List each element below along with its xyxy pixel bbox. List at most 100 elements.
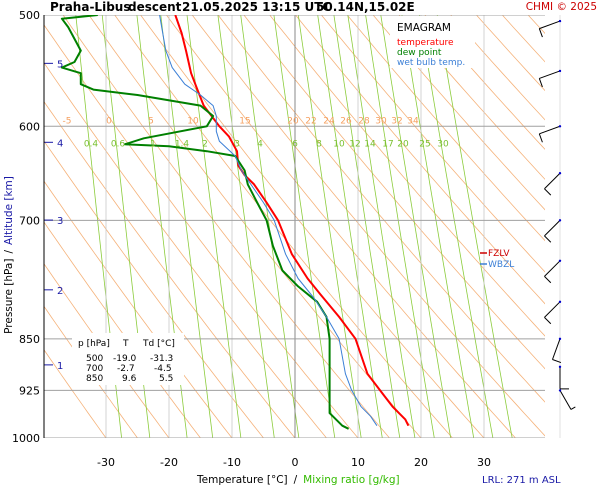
mixing-ratio-line [365, 15, 435, 438]
dry-adiabat-line [424, 15, 545, 150]
altitude-tick-label: 2 [57, 286, 63, 297]
y-axis-pressure-label: Pressure [hPa] [3, 259, 15, 334]
mixing-ratio-label: 2 [202, 139, 208, 149]
mixing-ratio-label: 4 [257, 139, 263, 149]
mixing-ratio-line [317, 15, 383, 438]
mixing-ratio-label: 20 [397, 139, 409, 149]
table-row-t: -19.0 [113, 354, 137, 364]
mixing-ratio-label: 8 [316, 139, 322, 149]
mixing-ratio-line [186, 15, 242, 438]
table-row-p: 500 [86, 354, 103, 364]
wind-barb-staff [544, 260, 561, 277]
mixing-ratio-line [347, 15, 416, 438]
table-row-td: 5.5 [159, 374, 173, 384]
pressure-tick-label: 500 [19, 9, 40, 22]
wind-barb [544, 300, 562, 325]
wbzl-label: WBZL [488, 260, 514, 270]
wind-barb-station-dot [558, 19, 562, 23]
data-table-box [72, 333, 184, 385]
wind-barb-station-dot [558, 172, 562, 175]
dry-adiabat-line [217, 15, 545, 403]
wind-barb-flag [544, 276, 552, 284]
wind-barb-staff [544, 301, 561, 318]
y-axis-label: Pressure [hPa] / Altitude [km] [3, 176, 15, 334]
pressure-tick-label: 1000 [12, 432, 40, 445]
sounding-coords: 50.14N,15.02E [316, 0, 415, 14]
mixing-ratio-label: 14 [364, 139, 376, 149]
altitude-tick-label: 3 [57, 216, 63, 227]
legend-item-wet-bulb: wet bulb temp. [397, 58, 465, 68]
dry-adiabat-line [243, 15, 545, 370]
wind-barb-flag [544, 317, 552, 325]
wind-barb-station-dot [558, 125, 562, 128]
dry-adiabat-line [372, 15, 545, 211]
wind-barb [538, 19, 562, 38]
wind-barb-staff [539, 70, 561, 79]
dry-adiabat-line [450, 15, 545, 121]
wind-barb [552, 337, 562, 364]
x-axis-separator: / [294, 474, 298, 486]
sounding-datetime: 21.05.2025 13:15 UTC [182, 0, 331, 14]
wind-barb [544, 219, 562, 243]
wind-barb-flag [570, 406, 576, 410]
temperature-tick-label: -30 [97, 456, 115, 469]
legend-title: EMAGRAM [397, 22, 451, 34]
dry-adiabat-label: 30 [375, 116, 387, 126]
dry-adiabat-label: 34 [407, 116, 419, 126]
table-row-td: -4.5 [154, 364, 172, 374]
wind-barb-flag [538, 133, 543, 143]
table-row-p: 700 [86, 364, 103, 374]
wind-barb-staff [559, 390, 572, 410]
mixing-ratio-label: 17 [382, 139, 393, 149]
wind-barb [538, 69, 562, 88]
mixing-ratio-label: 30 [437, 139, 449, 149]
station-name: Praha-Libus [50, 0, 130, 14]
dry-adiabat-label: 0 [106, 116, 112, 126]
wind-barb [544, 259, 562, 284]
wind-barb [558, 389, 576, 410]
dry-adiabat-line [140, 15, 485, 438]
mixing-ratio-label: 1.4 [175, 139, 190, 149]
altitude-tick-label: 5 [57, 59, 63, 70]
dry-adiabat-label: 28 [358, 116, 370, 126]
dry-adiabat-label: 20 [287, 116, 299, 126]
wind-barb-staff [552, 338, 561, 360]
wind-barb-flag [538, 78, 543, 88]
dry-adiabat-label: 26 [340, 116, 352, 126]
temperature-profile-line [174, 15, 410, 427]
dry-adiabat-label: -5 [63, 116, 72, 126]
wind-barb-station-dot [558, 69, 562, 73]
dry-adiabat-label: 32 [391, 116, 402, 126]
wind-barb-staff [544, 219, 561, 237]
x-axis-temperature-label: Temperature [°C] [196, 474, 288, 486]
dry-adiabat-line [44, 140, 264, 438]
temperature-tick-label: 20 [414, 456, 428, 469]
table-header-td: Td [°C] [142, 339, 175, 349]
wind-barb-staff [544, 172, 561, 190]
wind-barb-station-dot [558, 389, 562, 392]
dry-adiabat-line [62, 15, 390, 438]
dry-adiabat-line [295, 15, 545, 305]
wind-barb-staff [539, 125, 561, 135]
mixing-ratio-label: 12 [349, 139, 360, 149]
table-row-td: -31.3 [150, 354, 173, 364]
dry-adiabat-line [269, 15, 545, 337]
dry-adiabat-line [44, 62, 327, 438]
mixing-ratio-label: 25 [419, 139, 430, 149]
x-axis-mixing-label: Mixing ratio [g/kg] [303, 474, 399, 486]
mixing-ratio-label: 3 [234, 139, 240, 149]
mixing-ratio-line [273, 15, 336, 438]
legend-item-dew-point: dew point [397, 48, 442, 58]
table-header-p: p [hPa] [78, 339, 110, 349]
wet-bulb-profile-line [159, 15, 378, 426]
mixing-ratio-line [240, 15, 300, 438]
wind-barb-staff [539, 20, 561, 30]
pressure-tick-label: 600 [19, 120, 40, 133]
mixing-ratio-label: 10 [333, 139, 345, 149]
wind-barb [544, 172, 562, 196]
dry-adiabat-label: 10 [187, 116, 199, 126]
dry-adiabat-label: 5 [148, 116, 154, 126]
table-row-t: 9.6 [122, 374, 137, 384]
temperature-tick-label: 30 [477, 456, 491, 469]
table-row-t: -2.7 [117, 364, 135, 374]
